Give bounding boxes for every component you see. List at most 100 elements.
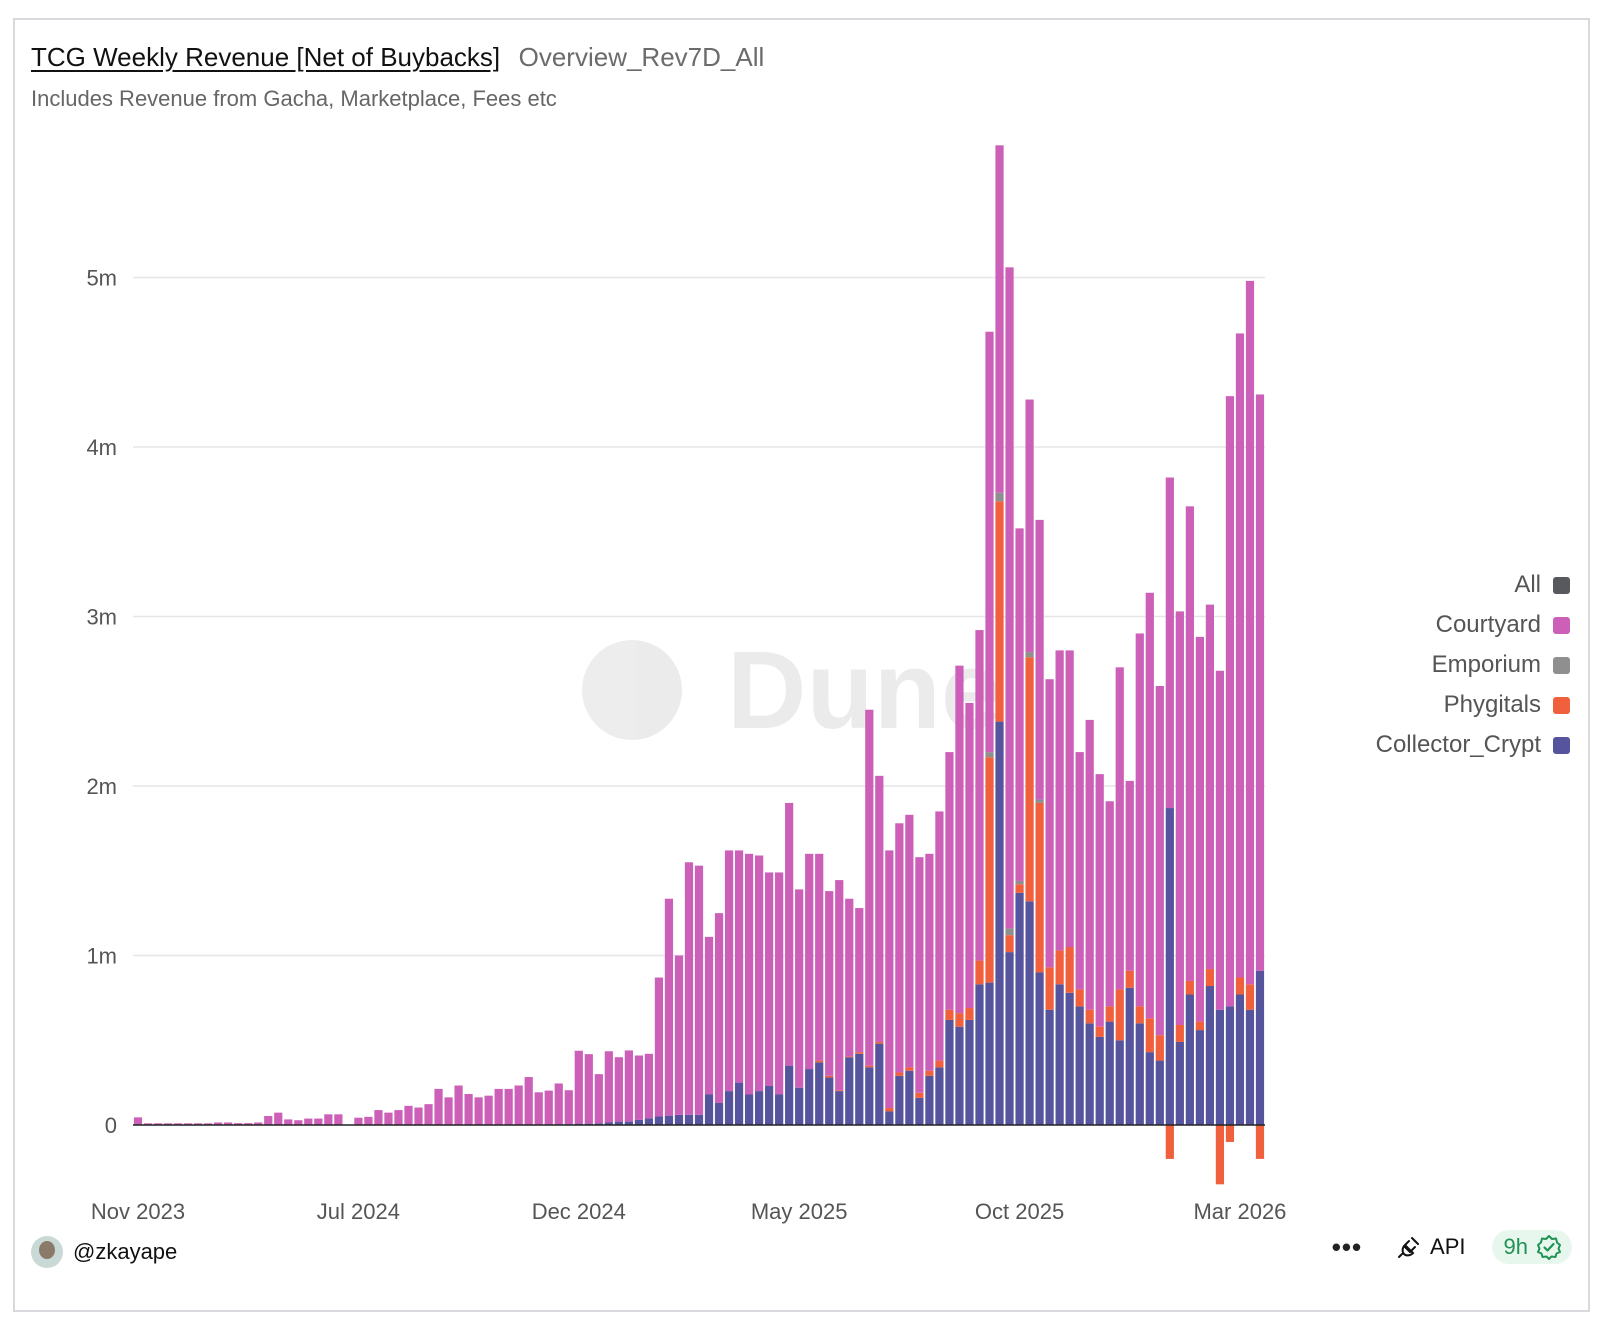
bar-courtyard	[404, 1105, 413, 1125]
bar-collector-crypt	[845, 1057, 854, 1125]
bar-phygitals	[885, 1108, 894, 1112]
bar-collector-crypt	[1145, 1052, 1154, 1126]
bar-phygitals	[1115, 989, 1124, 1041]
bar-collector-crypt	[855, 1053, 864, 1125]
bar-collector-crypt	[945, 1019, 954, 1125]
bar-courtyard	[133, 1117, 143, 1125]
bar-phygitals	[815, 1060, 824, 1063]
bar-courtyard	[1205, 604, 1215, 970]
bar-collector-crypt	[734, 1082, 744, 1126]
bar-phygitals	[1095, 1026, 1104, 1037]
bar-collector-crypt	[965, 1019, 974, 1125]
bar-courtyard	[945, 752, 954, 1010]
y-tick-label: 2m	[86, 774, 117, 799]
bar-collector-crypt	[1185, 994, 1194, 1125]
legend-item-emporium[interactable]: Emporium	[1376, 645, 1570, 685]
bar-courtyard	[1015, 528, 1024, 881]
legend-swatch	[1553, 696, 1570, 714]
legend-label: Collector_Crypt	[1375, 731, 1541, 758]
legend-label: All	[1514, 571, 1541, 598]
author-username[interactable]: @zkayape	[73, 1239, 178, 1264]
bar-courtyard	[234, 1123, 243, 1125]
x-tick-label: Oct 2025	[975, 1199, 1064, 1224]
bar-collector-crypt	[634, 1119, 643, 1125]
bar-emporium	[1005, 928, 1014, 936]
bar-courtyard	[574, 1050, 583, 1124]
bar-courtyard	[905, 814, 914, 1068]
bar-phygitals	[1065, 947, 1074, 993]
bar-courtyard	[674, 955, 684, 1115]
bar-courtyard	[795, 889, 804, 1088]
more-options-button[interactable]: •••	[1331, 1231, 1363, 1262]
bar-courtyard	[173, 1123, 183, 1125]
api-label: API	[1430, 1234, 1466, 1259]
bar-courtyard	[1215, 670, 1225, 1010]
bar-courtyard	[815, 853, 824, 1061]
bar-courtyard	[264, 1116, 273, 1125]
bar-emporium	[1015, 880, 1024, 885]
bar-collector-crypt	[664, 1115, 674, 1125]
bar-collector-crypt	[1055, 984, 1064, 1126]
bar-collector-crypt	[915, 1097, 924, 1125]
bar-courtyard	[384, 1112, 393, 1125]
bar-phygitals	[945, 1009, 954, 1020]
bar-phygitals	[1245, 984, 1255, 1010]
bar-phygitals	[1025, 657, 1034, 902]
bar-courtyard	[314, 1118, 323, 1125]
bar-courtyard	[1075, 752, 1084, 990]
bar-courtyard	[744, 853, 754, 1095]
bar-courtyard	[1035, 519, 1044, 800]
bar-collector-crypt	[805, 1069, 814, 1126]
bar-collector-crypt	[644, 1118, 654, 1125]
bar-collector-crypt	[795, 1087, 804, 1125]
legend-swatch	[1553, 616, 1570, 634]
legend-swatch	[1553, 576, 1570, 594]
bar-collector-crypt	[1255, 970, 1265, 1125]
y-tick-label: 4m	[86, 435, 117, 460]
bar-courtyard	[1225, 396, 1235, 1007]
bar-collector-crypt	[1155, 1060, 1164, 1125]
bar-collector-crypt	[1115, 1040, 1124, 1125]
bar-collector-crypt	[614, 1121, 623, 1125]
bar-courtyard	[474, 1097, 483, 1125]
y-tick-label: 1m	[86, 944, 117, 969]
bar-courtyard	[324, 1114, 333, 1125]
legend-item-courtyard[interactable]: Courtyard	[1376, 605, 1570, 645]
bar-courtyard	[1235, 333, 1245, 978]
bar-phygitals	[1255, 1125, 1265, 1159]
refresh-badge[interactable]: 9h	[1491, 1230, 1572, 1264]
bar-collector-crypt	[1235, 994, 1245, 1125]
bar-courtyard	[1155, 686, 1164, 1036]
bar-courtyard	[1165, 477, 1174, 809]
api-button[interactable]: API	[1396, 1234, 1466, 1260]
bar-courtyard	[214, 1122, 223, 1125]
bar-collector-crypt	[875, 1043, 884, 1125]
bar-phygitals	[845, 1056, 854, 1058]
bar-courtyard	[1175, 611, 1184, 1025]
bar-phygitals	[995, 501, 1004, 722]
legend-item-phygitals[interactable]: Phygitals	[1376, 685, 1570, 725]
bar-collector-crypt	[1225, 1006, 1235, 1125]
author[interactable]: @zkayape	[31, 1236, 177, 1268]
bar-collector-crypt	[775, 1094, 784, 1125]
bar-emporium	[1025, 652, 1034, 658]
y-tick-label: 5m	[86, 266, 117, 291]
bar-courtyard	[644, 1053, 654, 1119]
bar-courtyard	[544, 1090, 553, 1125]
bar-collector-crypt	[1065, 992, 1074, 1125]
legend-item-collector-crypt[interactable]: Collector_Crypt	[1376, 725, 1570, 765]
bar-collector-crypt	[1075, 1006, 1084, 1125]
bar-collector-crypt	[1085, 1023, 1094, 1125]
legend-item-all[interactable]: All	[1376, 565, 1570, 605]
chart-title-link[interactable]: TCG Weekly Revenue [Net of Buybacks]	[31, 42, 501, 72]
y-tick-label: 0	[105, 1113, 117, 1138]
bar-emporium	[985, 752, 994, 758]
bar-phygitals	[955, 1013, 964, 1027]
bar-collector-crypt	[1105, 1021, 1114, 1125]
bar-phygitals	[865, 1065, 874, 1068]
bar-phygitals	[1005, 935, 1014, 953]
bar-courtyard	[564, 1090, 573, 1125]
bar-courtyard	[1105, 801, 1114, 1007]
bar-phygitals	[1145, 1018, 1154, 1053]
bar-collector-crypt	[1015, 892, 1024, 1125]
